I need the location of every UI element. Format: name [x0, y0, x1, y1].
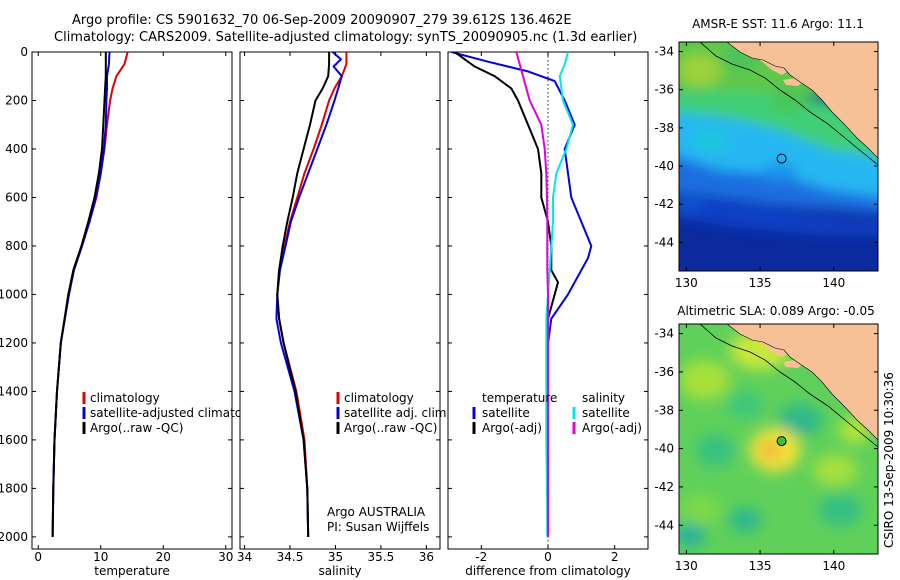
principal-investigator-label: PI: Susan Wijffels — [327, 520, 429, 534]
sla-map-frame — [678, 323, 879, 555]
depth-tick-label: 1800 — [0, 481, 28, 495]
temperature-axes-box — [31, 51, 233, 550]
x-tick-label: 34 — [237, 550, 252, 564]
longitude-tick-label: 135 — [749, 276, 772, 290]
legend-salinity-heading: salinity — [582, 391, 625, 405]
legend-temp-satellite-label: satellite — [482, 406, 530, 420]
depth-tick-label: 200 — [5, 93, 28, 107]
sst-peninsula-land — [760, 48, 808, 75]
x-tick-label: -2 — [475, 550, 487, 564]
latitude-tick-label: -40 — [654, 159, 674, 173]
sst-coastline-land — [727, 42, 878, 158]
figure-title-line2: Climatology: CARS2009. Satellite-adjuste… — [54, 30, 637, 45]
legend-temp-argo-label: Argo(-adj) — [482, 421, 542, 435]
depth-tick-label: 0 — [20, 45, 28, 59]
sst-coastline — [726, 42, 878, 159]
sst-map-frame — [678, 41, 879, 272]
latitude-tick-label: -42 — [654, 197, 674, 211]
difference-legend: temperature satellite Argo(-adj) salinit… — [472, 391, 642, 435]
sla-shelf-contour — [699, 324, 878, 448]
x-tick-label: 0 — [544, 550, 552, 564]
legend-sal-argo-label: Argo(..raw -QC) — [344, 421, 437, 435]
temperature-xlabel: temperature — [94, 564, 169, 578]
sla-map-title: Altimetric SLA: 0.089 Argo: -0.05 — [677, 304, 874, 318]
legend-sal-climatology-label: climatology — [344, 391, 414, 405]
sla-map-field — [679, 324, 878, 554]
sla-map-panel: Altimetric SLA: 0.089 Argo: -0.05 — [654, 304, 879, 573]
series-line-salinity-satellite — [545, 52, 574, 537]
depth-tick-label: 1200 — [0, 336, 28, 350]
latitude-tick-label: -40 — [654, 442, 674, 456]
x-tick-label: 20 — [156, 550, 171, 564]
latitude-tick-label: -34 — [654, 327, 674, 341]
sla-argo-position-marker — [776, 436, 787, 447]
legend-sal-argo-label2: Argo(-adj) — [582, 421, 642, 435]
depth-tick-label: 800 — [5, 239, 28, 253]
longitude-tick-label: 135 — [749, 559, 772, 573]
sst-kangaroo-island — [783, 78, 803, 86]
longitude-tick-label: 140 — [822, 276, 845, 290]
argo-program-label: Argo AUSTRALIA — [327, 505, 426, 519]
latitude-tick-label: -36 — [654, 365, 674, 379]
series-line-argo-raw-qc- — [276, 52, 331, 537]
sst-shelf-contour — [699, 42, 878, 166]
latitude-tick-label: -34 — [654, 45, 674, 59]
temperature-panel: 0 200 400 600 800 1000 1200 1400 1600 1800 2000 0 1… — [0, 45, 268, 578]
latitude-tick-label: -42 — [654, 480, 674, 494]
sst-map-field — [679, 42, 878, 271]
depth-tick-label: 2000 — [0, 530, 28, 544]
sst-map-title: AMSR-E SST: 11.6 Argo: 11.1 — [692, 17, 864, 31]
depth-tick-label: 600 — [5, 190, 28, 204]
latitude-tick-label: -38 — [654, 403, 674, 417]
sla-peninsula-land — [760, 330, 808, 357]
difference-panel: -2 0 2 difference from climatology tempera… — [447, 51, 649, 578]
salinity-xlabel: salinity — [318, 564, 361, 578]
series-line-argo-raw-qc- — [51, 52, 107, 537]
sla-coastline — [726, 324, 878, 441]
series-line-satellite-adj-clim- — [275, 52, 343, 537]
depth-tick-label: 1400 — [0, 384, 28, 398]
salinity-legend: climatology satellite adj. clim. Argo(..… — [336, 391, 450, 435]
latitude-tick-label: -44 — [654, 518, 674, 532]
x-tick-label: 30 — [218, 550, 233, 564]
difference-xlabel: difference from climatology — [465, 564, 631, 578]
depth-tick-label: 1600 — [0, 433, 28, 447]
x-tick-label: 35.5 — [368, 550, 395, 564]
csiro-timestamp: CSIRO 13-Sep-2009 10:30:36 — [882, 372, 896, 548]
series-line-salinity-argo-adj- — [515, 52, 549, 537]
latitude-tick-label: -44 — [654, 235, 674, 249]
sla-kangaroo-island — [783, 360, 803, 368]
x-tick-label: 2 — [611, 550, 619, 564]
figure-title-line1: Argo profile: CS 5901632_70 06-Sep-2009 … — [72, 13, 572, 28]
salinity-panel: 34 34.5 35 35.5 36 salinity climatology sate… — [237, 51, 450, 578]
legend-argo-label: Argo(..raw -QC) — [90, 421, 183, 435]
legend-satellite-label: satellite-adjusted climatology — [90, 406, 268, 420]
sla-coastline-land — [727, 324, 878, 440]
legend-sal-satellite-label: satellite adj. clim. — [344, 406, 450, 420]
x-tick-label: 34.5 — [277, 550, 304, 564]
legend-temperature-heading: temperature — [482, 391, 557, 405]
depth-tick-label: 400 — [5, 142, 28, 156]
longitude-tick-label: 130 — [675, 276, 698, 290]
legend-sal-satellite-label2: satellite — [582, 406, 630, 420]
depth-tick-label: 1000 — [0, 287, 28, 301]
x-tick-label: 10 — [93, 550, 108, 564]
salinity-axes-box — [239, 51, 441, 550]
x-tick-label: 35 — [328, 550, 343, 564]
sst-map-panel: AMSR-E SST: 11.6 Argo: 11.1 — [654, 17, 879, 290]
legend-climatology-label: climatology — [90, 391, 160, 405]
latitude-tick-label: -36 — [654, 83, 674, 97]
x-tick-label: 36 — [419, 550, 434, 564]
longitude-tick-label: 130 — [675, 559, 698, 573]
sst-argo-position-marker — [776, 153, 787, 164]
x-tick-label: 0 — [34, 550, 42, 564]
temperature-legend: climatology satellite-adjusted climatolo… — [82, 391, 268, 435]
longitude-tick-label: 140 — [822, 559, 845, 573]
latitude-tick-label: -38 — [654, 121, 674, 135]
